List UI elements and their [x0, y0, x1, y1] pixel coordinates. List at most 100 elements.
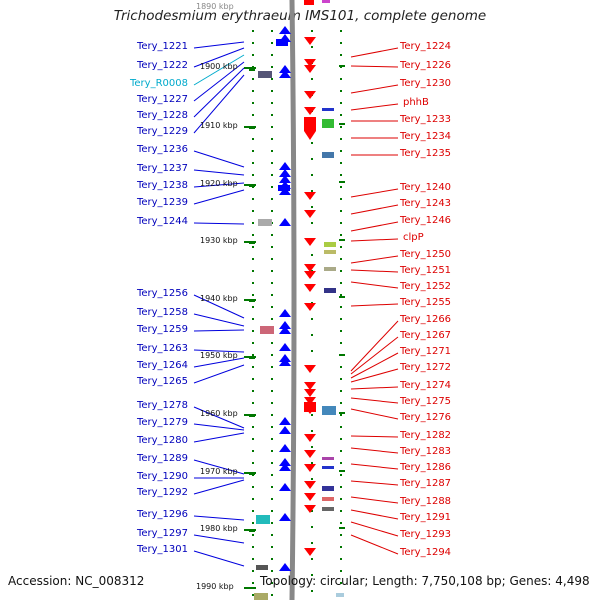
gene-label-right[interactable]: Tery_1234 — [400, 131, 452, 142]
gene-label-right[interactable]: Tery_1276 — [400, 412, 452, 423]
leader-line-right — [350, 336, 399, 375]
gene-label-left[interactable]: Tery_1239 — [136, 197, 188, 208]
gene-feature-box — [322, 0, 330, 3]
track-tick — [249, 473, 255, 475]
gene-label-left[interactable]: Tery_1279 — [136, 417, 188, 428]
gene-label-right[interactable]: Tery_1282 — [400, 430, 452, 441]
leader-line-left — [193, 364, 245, 384]
forward-gene-arrow — [304, 434, 316, 442]
scale-label: 1910 kbp — [200, 121, 238, 130]
gene-label-left[interactable]: Tery_1265 — [136, 376, 188, 387]
gene-label-right[interactable]: Tery_1224 — [400, 41, 452, 52]
gene-label-right[interactable]: Tery_1271 — [400, 346, 452, 357]
gene-label-left[interactable]: Tery_1221 — [136, 41, 188, 52]
gene-label-left[interactable]: Tery_1237 — [136, 163, 188, 174]
gene-label-left[interactable]: Tery_1222 — [136, 60, 188, 71]
leader-line-left — [193, 479, 245, 495]
gene-label-left[interactable]: Tery_1301 — [136, 544, 188, 555]
leader-line-right — [350, 463, 399, 470]
gene-label-right[interactable]: Tery_1235 — [400, 148, 452, 159]
gene-label-right[interactable]: Tery_1272 — [400, 362, 452, 373]
gene-label-right[interactable]: Tery_1275 — [400, 396, 452, 407]
gene-label-left[interactable]: Tery_1236 — [136, 144, 188, 155]
gene-label-right[interactable]: Tery_1293 — [400, 529, 452, 540]
gene-label-right[interactable]: Tery_1240 — [400, 182, 452, 193]
gene-label-left[interactable]: Tery_1227 — [136, 94, 188, 105]
gene-label-left[interactable]: Tery_1229 — [136, 126, 188, 137]
gene-label-left[interactable]: Tery_1244 — [136, 216, 188, 227]
gene-label-right[interactable]: Tery_1255 — [400, 297, 452, 308]
forward-gene-arrow — [304, 238, 316, 246]
forward-gene-arrow — [304, 59, 316, 67]
gene-label-left[interactable]: Tery_1278 — [136, 400, 188, 411]
reverse-gene-block — [278, 185, 290, 191]
gene-label-right[interactable]: clpP — [403, 232, 424, 243]
gene-label-right[interactable]: Tery_1250 — [400, 249, 452, 260]
gene-label-right[interactable]: Tery_1274 — [400, 380, 452, 391]
reverse-gene-arrow — [279, 426, 291, 434]
gene-label-left[interactable]: Tery_1297 — [136, 528, 188, 539]
gene-label-left[interactable]: Tery_1290 — [136, 471, 188, 482]
leader-line-left — [193, 349, 245, 353]
gene-label-right[interactable]: Tery_1230 — [400, 78, 452, 89]
track-tick — [339, 123, 345, 125]
gene-label-left[interactable]: Tery_1228 — [136, 110, 188, 121]
scale-label: 1940 kbp — [200, 294, 238, 303]
gene-feature-box — [336, 593, 344, 597]
forward-gene-arrow — [304, 548, 316, 556]
reverse-gene-arrow — [279, 162, 291, 170]
reverse-gene-arrow — [279, 326, 291, 334]
gene-label-left[interactable]: Tery_1264 — [136, 360, 188, 371]
forward-gene-arrow — [304, 303, 316, 311]
gene-label-right[interactable]: Tery_1287 — [400, 478, 452, 489]
forward-gene-arrow — [304, 481, 316, 489]
gene-label-right[interactable]: Tery_1226 — [400, 60, 452, 71]
track-tick — [249, 357, 255, 359]
leader-line-right — [350, 221, 399, 232]
forward-gene-arrow — [304, 107, 316, 115]
gene-label-right[interactable]: Tery_1267 — [400, 330, 452, 341]
leader-line-left — [193, 294, 245, 319]
leader-line-left — [193, 150, 245, 168]
gene-label-right[interactable]: phhB — [403, 97, 429, 108]
forward-gene-arrow — [304, 389, 316, 397]
leader-line-right — [350, 521, 399, 537]
forward-gene-arrow — [304, 365, 316, 373]
track-tick — [249, 300, 255, 302]
gene-label-right[interactable]: Tery_1283 — [400, 446, 452, 457]
reverse-gene-arrow — [279, 321, 291, 329]
gene-feature-box — [324, 267, 336, 271]
gene-label-left[interactable]: Tery_1289 — [136, 453, 188, 464]
gene-label-right[interactable]: Tery_1294 — [400, 547, 452, 558]
gene-label-left[interactable]: Tery_1280 — [136, 435, 188, 446]
gene-label-right[interactable]: Tery_1246 — [400, 215, 452, 226]
reverse-gene-arrow — [279, 169, 291, 177]
gene-label-right[interactable]: Tery_1266 — [400, 314, 452, 325]
gene-label-right[interactable]: Tery_1286 — [400, 462, 452, 473]
gene-label-left[interactable]: Tery_1292 — [136, 487, 188, 498]
gene-label-left[interactable]: Tery_1296 — [136, 509, 188, 520]
forward-gene-arrow — [304, 284, 316, 292]
leader-line-right — [350, 269, 399, 273]
gene-label-left[interactable]: Tery_1259 — [136, 324, 188, 335]
gene-label-right[interactable]: Tery_1251 — [400, 265, 452, 276]
map-title: Trichodesmium erythraeum IMS101, complet… — [113, 8, 487, 24]
gene-label-left[interactable]: Tery_1256 — [136, 288, 188, 299]
gene-label-right[interactable]: Tery_1288 — [400, 496, 452, 507]
gene-label-right[interactable]: Tery_1252 — [400, 281, 452, 292]
leader-line-left — [193, 67, 245, 118]
leader-line-left — [193, 406, 245, 429]
gene-feature-box — [256, 565, 268, 570]
gene-label-left[interactable]: Tery_1263 — [136, 343, 188, 354]
gene-label-left[interactable]: Tery_1238 — [136, 180, 188, 191]
leader-line-right — [350, 303, 399, 307]
gene-label-right[interactable]: Tery_1233 — [400, 114, 452, 125]
gene-feature-box — [322, 152, 334, 158]
gene-label-left[interactable]: Tery_R0008 — [130, 78, 188, 89]
leader-line-right — [350, 447, 399, 454]
gene-label-left[interactable]: Tery_1258 — [136, 307, 188, 318]
gene-label-right[interactable]: Tery_1291 — [400, 512, 452, 523]
leader-line-right — [350, 47, 399, 58]
leader-line-left — [193, 41, 245, 49]
gene-label-right[interactable]: Tery_1243 — [400, 198, 452, 209]
